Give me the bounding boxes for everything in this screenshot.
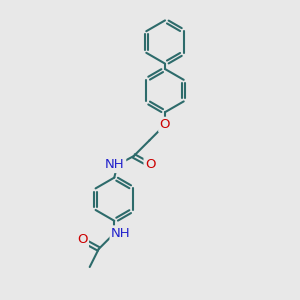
Text: O: O <box>145 158 156 172</box>
Text: O: O <box>77 233 88 247</box>
Text: NH: NH <box>111 227 131 240</box>
Text: O: O <box>160 118 170 131</box>
Text: NH: NH <box>105 158 125 172</box>
